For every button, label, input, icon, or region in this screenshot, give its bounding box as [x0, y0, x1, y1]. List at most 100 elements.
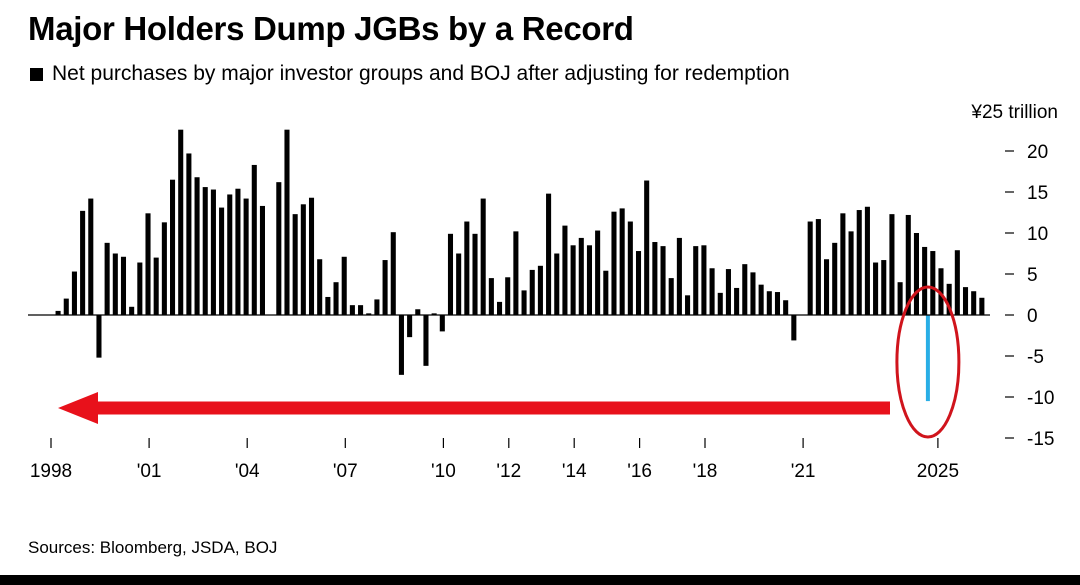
chart-title: Major Holders Dump JGBs by a Record — [28, 10, 634, 47]
bar — [774, 292, 781, 315]
bar — [153, 257, 159, 315]
bar — [644, 180, 650, 315]
bar — [889, 214, 895, 315]
bar — [603, 270, 609, 315]
bar — [619, 208, 625, 315]
legend-swatch — [30, 67, 43, 81]
bar — [104, 242, 110, 315]
bar — [807, 221, 813, 315]
bar — [586, 245, 592, 315]
bar — [701, 245, 707, 315]
bar — [905, 214, 911, 315]
bar — [284, 129, 290, 315]
bar — [170, 179, 176, 315]
legend-label: Net purchases by major investor groups a… — [52, 62, 790, 85]
bar — [717, 292, 723, 315]
bar — [71, 271, 77, 315]
bar — [276, 182, 282, 315]
bar — [709, 268, 715, 315]
bar — [251, 164, 257, 315]
bar — [243, 198, 249, 315]
bar — [873, 262, 879, 315]
bar — [219, 207, 225, 315]
x-tick-label: '16 — [627, 461, 652, 482]
bar — [456, 253, 462, 315]
bar — [513, 231, 519, 315]
highlight-circle — [895, 285, 961, 439]
red-arrow-head — [58, 392, 98, 424]
bar — [685, 295, 691, 315]
x-tick-label: '12 — [496, 461, 521, 482]
bar — [758, 284, 764, 315]
highlight-bar-2025 — [925, 315, 930, 402]
bar — [521, 290, 527, 315]
bar — [742, 264, 748, 315]
bar — [840, 213, 846, 315]
bar — [554, 253, 560, 315]
bar — [693, 246, 699, 315]
bar — [856, 210, 862, 315]
bar — [235, 188, 241, 315]
bar — [734, 287, 740, 315]
y-tick-label: 15 — [1027, 183, 1048, 204]
bar — [660, 246, 666, 315]
bar — [63, 298, 69, 315]
bar — [864, 206, 870, 315]
bar — [578, 237, 584, 315]
x-tick-label: '07 — [333, 461, 358, 482]
bar — [979, 297, 985, 315]
x-tick-label: 1998 — [30, 461, 72, 482]
bar — [341, 256, 347, 315]
x-tick-label: '10 — [431, 461, 456, 482]
bar — [824, 259, 830, 315]
bar — [652, 242, 658, 315]
bar — [668, 278, 674, 315]
bar — [570, 245, 576, 315]
bar — [358, 305, 364, 315]
y-tick-label: 5 — [1027, 265, 1038, 286]
bar — [832, 242, 838, 315]
bar — [725, 269, 731, 315]
bar — [635, 251, 642, 315]
bar — [374, 299, 380, 315]
bar — [178, 129, 184, 315]
bar — [145, 213, 151, 315]
bar — [210, 189, 216, 315]
x-tick-label: '14 — [562, 461, 587, 482]
bar — [562, 225, 568, 315]
bar — [120, 256, 127, 315]
bar — [954, 250, 960, 315]
bar — [627, 221, 633, 315]
bar — [750, 272, 756, 315]
bar — [112, 253, 118, 315]
bar — [415, 309, 421, 315]
chart-subtitle: Net purchases by major investor groups a… — [30, 62, 790, 86]
bar — [815, 219, 821, 315]
bar — [390, 232, 396, 315]
bar — [161, 222, 167, 315]
bar — [88, 198, 94, 315]
bar — [962, 287, 969, 315]
bar — [55, 310, 61, 315]
bar — [202, 187, 208, 315]
bar — [366, 313, 372, 315]
bar — [447, 233, 454, 315]
bar — [423, 315, 429, 366]
bar — [96, 315, 102, 358]
y-tick-label: 10 — [1027, 224, 1048, 245]
bar — [407, 315, 413, 338]
bar — [505, 277, 511, 315]
y-tick-label: 20 — [1027, 142, 1048, 163]
bar — [497, 301, 503, 315]
bar — [897, 282, 903, 315]
x-tick-label: '04 — [235, 461, 260, 482]
bar — [439, 315, 445, 332]
y-tick-label: -5 — [1027, 347, 1044, 368]
bar — [333, 282, 339, 315]
bar — [431, 313, 437, 315]
bar — [464, 221, 470, 315]
x-tick-label: 2025 — [917, 461, 959, 482]
bar — [129, 306, 135, 315]
bar — [480, 198, 486, 315]
